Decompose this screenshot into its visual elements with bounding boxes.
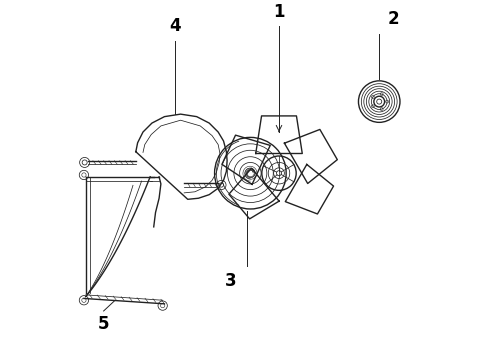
Text: 3: 3: [225, 271, 237, 289]
Text: 2: 2: [388, 10, 399, 28]
Text: 4: 4: [170, 17, 181, 35]
Text: 1: 1: [273, 3, 285, 21]
Text: 5: 5: [98, 315, 109, 333]
